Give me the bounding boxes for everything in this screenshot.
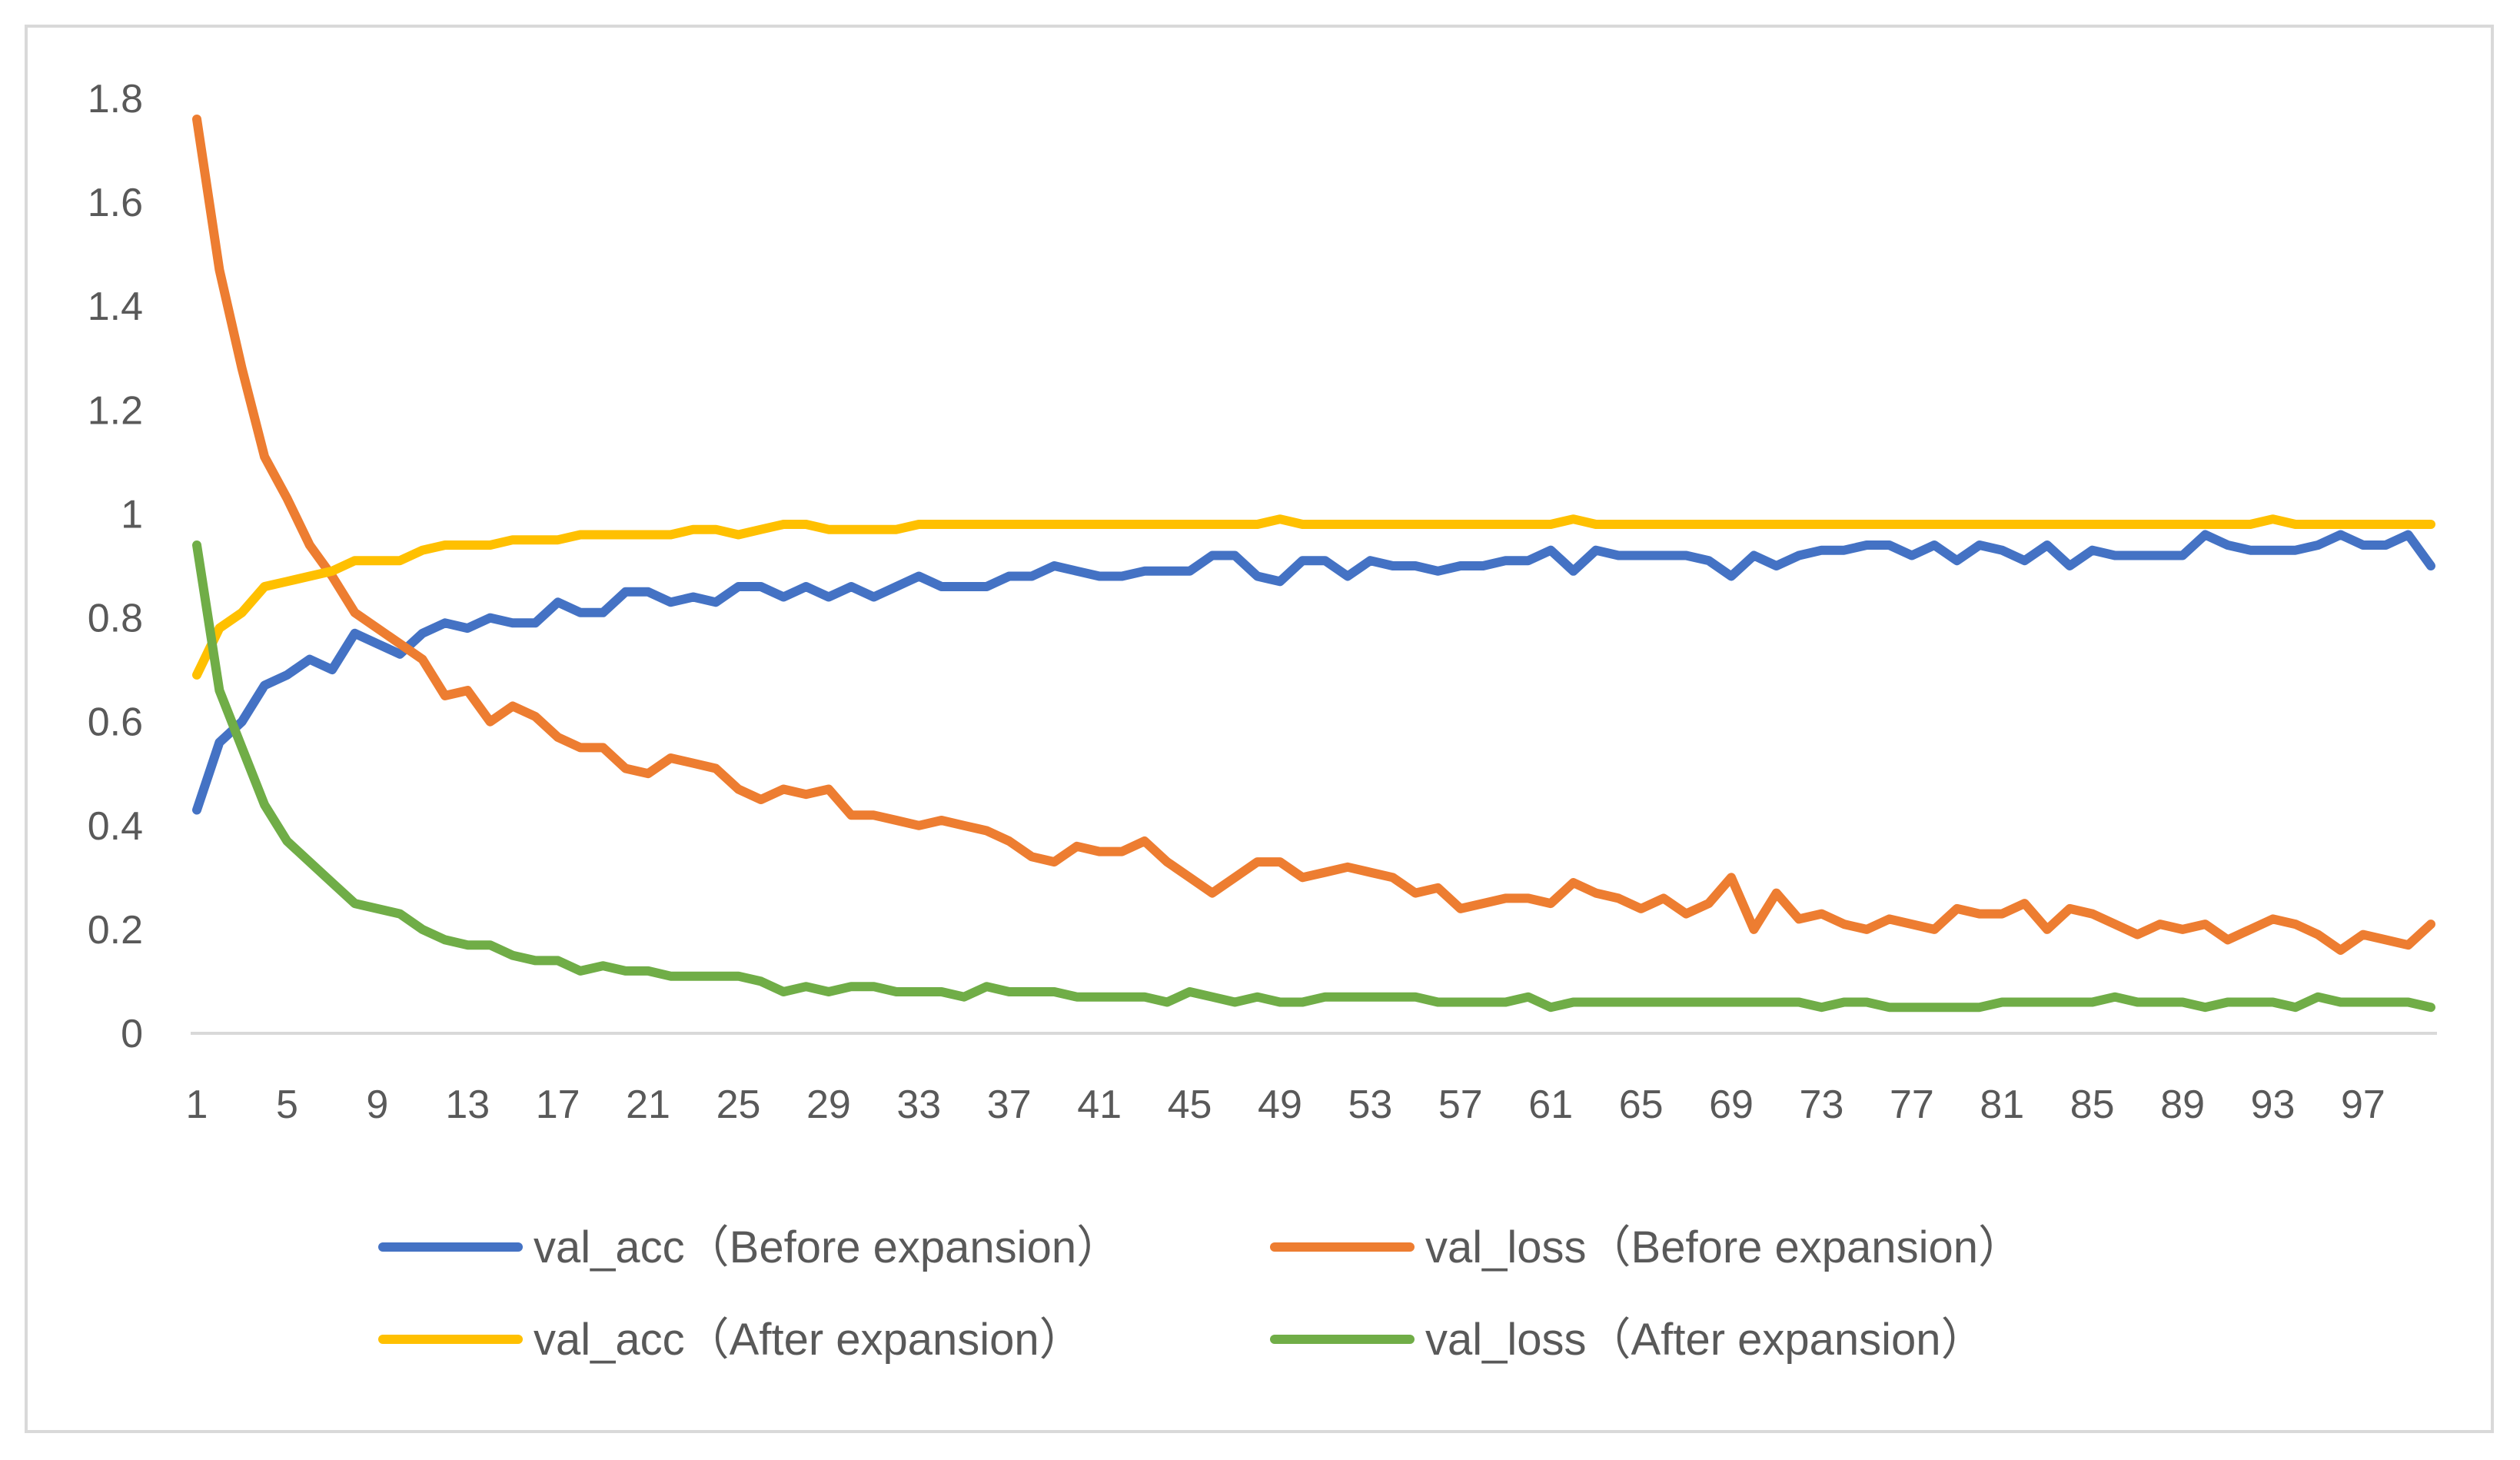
- x-tick-label: 33: [896, 1083, 941, 1127]
- x-tick-label: 5: [276, 1083, 298, 1127]
- legend-label-3: val_loss（After expansion）: [1425, 1315, 1986, 1365]
- y-tick-label: 1: [121, 492, 143, 537]
- x-tick-label: 77: [1890, 1083, 1934, 1127]
- x-tick-label: 65: [1619, 1083, 1664, 1127]
- series-lines: [192, 115, 2435, 1013]
- legend-label-1: val_loss（Before expansion）: [1425, 1222, 2023, 1272]
- x-tick-label: 9: [366, 1083, 388, 1127]
- x-tick-label: 25: [716, 1083, 761, 1127]
- x-tick-label: 69: [1709, 1083, 1754, 1127]
- line-chart: 0 0.2 0.4 0.6 0.8 1 1.2 1.4 1.6 1.8 1 5 9 13 17 21 25 29…: [88, 77, 2437, 1365]
- x-tick-label: 81: [1980, 1083, 2024, 1127]
- x-tick-label: 49: [1258, 1083, 1302, 1127]
- legend-label-0: val_acc（Before expansion）: [534, 1222, 1121, 1272]
- x-tick-label: 93: [2251, 1083, 2296, 1127]
- x-tick-label: 17: [536, 1083, 580, 1127]
- y-tick-label: 0.2: [88, 908, 143, 953]
- x-tick-label: 21: [626, 1083, 670, 1127]
- x-tick-label: 97: [2341, 1083, 2385, 1127]
- y-tick-label: 1.8: [88, 77, 143, 121]
- y-tick-label: 0.4: [88, 804, 143, 849]
- x-tick-label: 53: [1348, 1083, 1392, 1127]
- legend: val_acc（Before expansion） val_loss（Before…: [378, 1222, 2023, 1365]
- y-tick-label: 1.2: [88, 388, 143, 433]
- series-line-1: [192, 115, 2435, 955]
- chart-frame: 0 0.2 0.4 0.6 0.8 1 1.2 1.4 1.6 1.8 1 5 9 13 17 21 25 29…: [25, 25, 2494, 1433]
- x-tick-label: 61: [1528, 1083, 1573, 1127]
- y-tick-label: 0: [121, 1012, 143, 1056]
- x-tick-label: 89: [2160, 1083, 2205, 1127]
- series-line-0: [192, 530, 2435, 815]
- x-tick-label: 1: [186, 1083, 208, 1127]
- x-tick-label: 29: [806, 1083, 851, 1127]
- y-tick-label: 0.6: [88, 700, 143, 745]
- x-tick-label: 85: [2070, 1083, 2115, 1127]
- y-axis-ticks: 0 0.2 0.4 0.6 0.8 1 1.2 1.4 1.6 1.8: [88, 77, 143, 1056]
- x-tick-label: 45: [1168, 1083, 1212, 1127]
- y-tick-label: 1.4: [88, 284, 143, 329]
- x-axis-ticks: 1 5 9 13 17 21 25 29 33 37 41 45 49 53 57 61 65 69 73 77 81 8…: [186, 1083, 2385, 1127]
- y-tick-label: 0.8: [88, 597, 143, 641]
- x-tick-label: 41: [1077, 1083, 1122, 1127]
- x-tick-label: 37: [987, 1083, 1032, 1127]
- x-tick-label: 13: [445, 1083, 490, 1127]
- legend-label-2: val_acc（After expansion）: [534, 1315, 1084, 1365]
- y-tick-label: 1.6: [88, 181, 143, 225]
- x-tick-label: 57: [1438, 1083, 1483, 1127]
- series-line-3: [192, 540, 2435, 1013]
- series-line-2: [192, 514, 2435, 680]
- x-tick-label: 73: [1800, 1083, 1844, 1127]
